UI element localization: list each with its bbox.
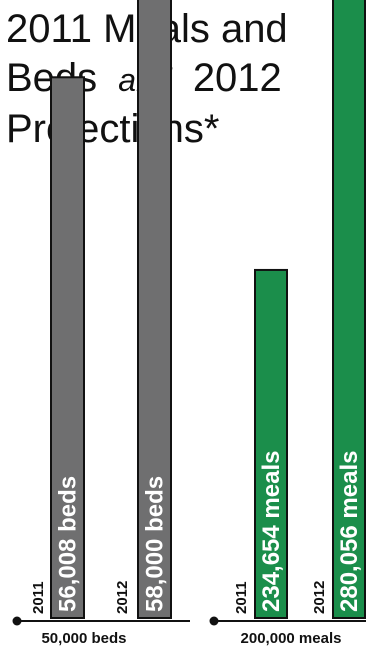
chart-1-group: 50,000 beds 56,008 beds 2011 58,000 beds 201…	[12, 0, 190, 647]
chart-title-line-2-year: 2012	[193, 56, 282, 100]
chart-2-value-label-2011: 234,654 meals	[258, 451, 285, 612]
chart-2-baseline-dot	[209, 616, 219, 626]
chart-2-year-label-2011: 2011	[233, 581, 250, 614]
chart-1-baseline-dot	[12, 616, 22, 626]
chart-1-year-label-2011: 2011	[30, 581, 47, 614]
chart-2-group: 200,000 meals 234,654 meals 2011 280,056 me…	[209, 0, 366, 647]
chart-1-bar-2012	[137, 0, 172, 619]
chart-title-line-3: Projections*	[6, 107, 219, 151]
chart-marks: 50,000 beds 56,008 beds 2011 58,000 beds 201…	[12, 0, 366, 647]
chart-2-bar-2011	[254, 268, 288, 619]
chart-1-axis-label: 50,000 beds	[41, 630, 126, 647]
chart-1-year-label-2012: 2012	[114, 581, 131, 614]
chart-2-value-label-2012: 280,056 meals	[336, 451, 363, 612]
chart-2-year-label-2012: 2012	[311, 581, 328, 614]
chart-1-bar-2011	[50, 76, 85, 619]
chart-2-bar-2012	[332, 0, 366, 619]
chart-1-value-label-2012: 58,000 beds	[142, 476, 169, 612]
chart-1-value-label-2011: 56,008 beds	[55, 476, 82, 612]
chart-2-axis-label: 200,000 meals	[241, 630, 342, 647]
